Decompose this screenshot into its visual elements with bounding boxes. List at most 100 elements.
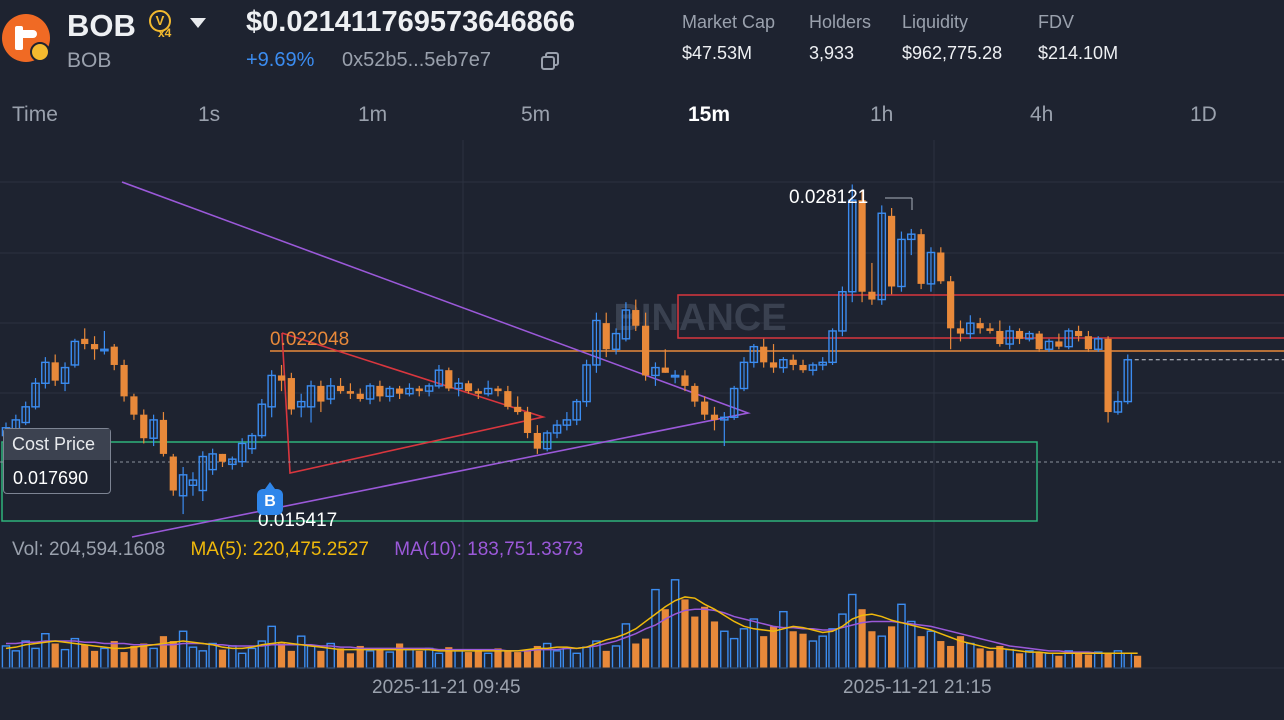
volume-bar <box>1084 654 1092 668</box>
volume-bar <box>424 647 434 669</box>
volume-bar <box>159 636 168 668</box>
candle-body <box>159 419 168 454</box>
candlestick-chart[interactable]: BINANCE <box>0 140 1284 675</box>
candle-body <box>247 434 257 450</box>
candle-body <box>947 281 955 329</box>
volume-legend: Vol: 204,594.1608 MA(5): 220,475.2527 MA… <box>12 539 603 561</box>
volume-bar <box>621 623 631 669</box>
volume-bar <box>611 645 621 669</box>
stat-value: $47.53M <box>682 43 753 63</box>
candle-body <box>100 348 109 352</box>
volume-bar <box>385 651 395 669</box>
volume-bar <box>986 650 994 668</box>
candle-body <box>661 367 669 373</box>
candle-body <box>966 322 975 335</box>
volume-bar <box>1055 655 1063 668</box>
candle-body <box>749 345 759 364</box>
volume-bar <box>140 643 148 668</box>
volume-bar <box>228 645 237 669</box>
multiplier-badge: x4 <box>158 26 172 40</box>
volume-value: Vol: 204,594.1608 <box>12 539 166 560</box>
candle-body <box>178 474 188 497</box>
tab-1d[interactable]: 1D <box>1190 103 1217 126</box>
ma5-line <box>5 596 1138 655</box>
volume-bar <box>760 636 768 668</box>
stat-value: $962,775.28 <box>902 43 1003 63</box>
volume-bar <box>130 645 138 668</box>
candle-body <box>1123 359 1133 403</box>
candle-body <box>90 344 99 350</box>
candle-body <box>41 361 50 384</box>
volume-bar <box>956 636 965 668</box>
candle-body <box>296 400 306 408</box>
tab-1m[interactable]: 1m <box>358 103 388 126</box>
volume-bar <box>1025 650 1034 669</box>
candle-body <box>1055 341 1063 347</box>
tab-1s[interactable]: 1s <box>198 103 221 126</box>
candle-body <box>760 346 768 363</box>
candle-body <box>149 419 158 439</box>
stat-holders: Holders 3,933 <box>809 12 871 64</box>
candle-body <box>474 391 482 394</box>
candle-body <box>642 325 650 376</box>
candle-body <box>1015 330 1024 339</box>
candle-body <box>739 361 749 390</box>
candle-body <box>701 401 709 415</box>
tab-5m[interactable]: 5m <box>521 103 551 126</box>
candle-body <box>808 364 818 371</box>
tab-4h[interactable]: 4h <box>1030 103 1054 126</box>
volume-bar <box>41 633 50 669</box>
candle-body <box>552 424 562 434</box>
volume-bar <box>701 606 709 668</box>
volume-bar <box>1 645 11 669</box>
candle-body <box>533 432 541 449</box>
candle-body <box>542 432 552 450</box>
candle-body <box>877 212 887 301</box>
volume-bar <box>494 648 502 668</box>
candle-body <box>365 385 375 400</box>
tab-15m[interactable]: 15m <box>688 103 731 126</box>
volume-bar <box>51 643 59 668</box>
volume-bar <box>100 647 109 669</box>
candle-body <box>651 366 660 377</box>
volume-bar <box>483 652 493 669</box>
buy-marker[interactable]: B <box>257 482 283 515</box>
candle-body <box>51 362 59 381</box>
triangle-pattern-line <box>281 332 547 474</box>
chevron-down-icon[interactable] <box>190 18 206 28</box>
candle-body <box>602 323 610 350</box>
token-symbol: BOB <box>67 8 136 43</box>
tab-1h[interactable]: 1h <box>870 103 894 126</box>
stat-value: $214.10M <box>1038 43 1119 63</box>
candle-body <box>60 366 70 384</box>
volume-bar <box>749 618 759 669</box>
volume-bar <box>317 650 325 668</box>
volume-bar <box>858 609 866 668</box>
candle-body <box>110 346 118 365</box>
candle-body <box>681 375 689 386</box>
volume-bar <box>888 626 896 668</box>
volume-bar <box>396 643 404 668</box>
tab-time[interactable]: Time <box>12 103 58 126</box>
volume-bar <box>11 650 21 669</box>
volume-bar <box>445 647 453 668</box>
volume-bar <box>247 647 257 669</box>
candle-body <box>523 412 532 433</box>
candle-body <box>858 200 866 292</box>
contract-address[interactable]: 0x52b5...5eb7e7 <box>342 49 492 71</box>
volume-bar <box>415 650 423 668</box>
volume-bar <box>533 645 541 668</box>
volume-bar <box>454 650 463 669</box>
candle-body <box>31 382 40 408</box>
candle-body <box>779 359 788 369</box>
x-axis-label: 2025-11-21 21:15 <box>843 677 992 698</box>
candle-body <box>130 396 138 415</box>
low-price-label: 0.015417 <box>258 510 338 531</box>
candle-body <box>376 385 384 397</box>
volume-bar <box>661 609 669 668</box>
candle-body <box>356 393 364 399</box>
candle-body <box>287 378 295 410</box>
token-logo-icon <box>2 14 50 62</box>
volume-bar <box>149 647 158 669</box>
copy-icon[interactable] <box>540 51 560 71</box>
